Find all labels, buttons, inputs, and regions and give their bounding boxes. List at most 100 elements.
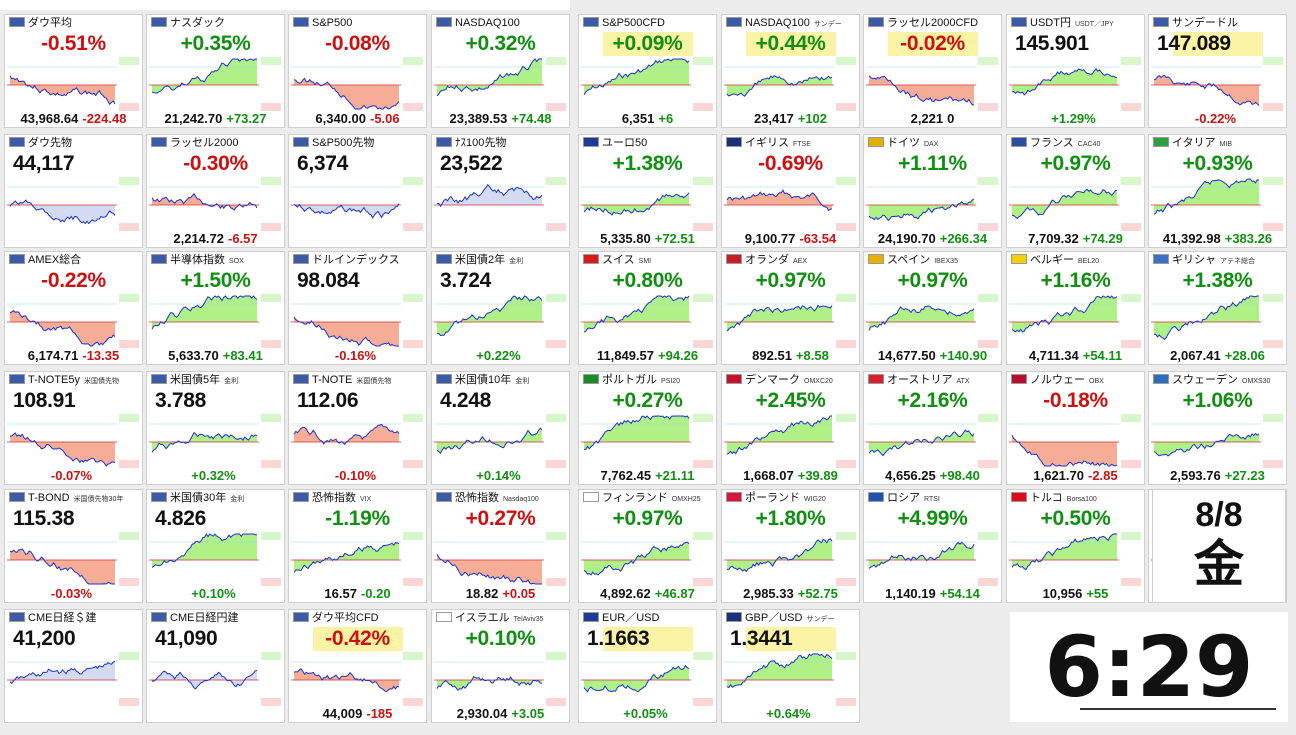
market-tile[interactable]: トルコ Borsa100 +0.50% 10,956 +55 bbox=[1006, 489, 1145, 603]
market-tile[interactable]: ドイツ DAX +1.11% 24,190.70 +266.34 bbox=[863, 134, 1002, 248]
high-marker bbox=[978, 294, 998, 302]
sparkline-line bbox=[726, 74, 833, 97]
market-tile[interactable]: ダウ平均CFD -0.42% 44,009 -185 bbox=[288, 609, 427, 723]
market-tile[interactable]: ﾅｽ100先物 23,522 bbox=[431, 134, 570, 248]
market-tile[interactable]: USDT円 USDT／JPY 145.901 +1.29% bbox=[1006, 14, 1145, 128]
market-tile[interactable]: ナスダック +0.35% 21,242.70 +73.27 bbox=[146, 14, 285, 128]
high-marker bbox=[403, 294, 423, 302]
high-marker bbox=[261, 532, 281, 540]
tile-main-value: 6,374 bbox=[297, 152, 349, 175]
high-marker bbox=[546, 414, 566, 422]
high-marker bbox=[261, 294, 281, 302]
market-tile[interactable]: 恐怖指数 VIX -1.19% 16.57 -0.20 bbox=[288, 489, 427, 603]
tile-change: +383.26 bbox=[1224, 231, 1273, 246]
market-tile[interactable]: 恐怖指数 Nasdaq100 +0.27% 18.82 +0.05 bbox=[431, 489, 570, 603]
high-marker bbox=[1263, 294, 1283, 302]
market-tile[interactable]: ダウ平均 -0.51% 43,968.64 -224.48 bbox=[4, 14, 143, 128]
tile-name: AMEX総合 bbox=[28, 254, 82, 266]
market-tile[interactable]: スイス SMI +0.80% 11,849.57 +94.26 bbox=[578, 251, 717, 365]
tile-change: -5.06 bbox=[369, 111, 400, 126]
market-tile[interactable]: サンデードル 147.089 -0.22% bbox=[1148, 14, 1287, 128]
high-marker bbox=[403, 414, 423, 422]
tile-bottom-line: 14,677.50 +140.90 bbox=[864, 348, 1001, 363]
market-tile[interactable]: オランダ AEX +0.97% 892.51 +8.58 bbox=[721, 251, 860, 365]
sparkline-line bbox=[1011, 295, 1118, 333]
market-tile[interactable]: ノルウェー OBX -0.18% 1,621.70 -2.85 bbox=[1006, 371, 1145, 485]
tile-price: 6,340.00 bbox=[315, 111, 366, 126]
tile-name: 恐怖指数 bbox=[455, 492, 499, 504]
low-marker bbox=[836, 578, 856, 586]
market-tile[interactable]: S&P500CFD +0.09% 6,351 +6 bbox=[578, 14, 717, 128]
market-tile[interactable]: 米国債30年 金利 4.826 +0.10% bbox=[146, 489, 285, 603]
market-tile[interactable]: S&P500 -0.08% 6,340.00 -5.06 bbox=[288, 14, 427, 128]
market-tile[interactable]: T-NOTE5y 米国債先物 108.91 -0.07% bbox=[4, 371, 143, 485]
sparkline-chart bbox=[724, 294, 856, 348]
low-marker bbox=[261, 460, 281, 468]
market-tile[interactable]: フランス CAC40 +0.97% 7,709.32 +74.29 bbox=[1006, 134, 1145, 248]
tile-price: +0.32% bbox=[191, 468, 236, 483]
tile-header: 米国債10年 金利 bbox=[432, 372, 569, 388]
high-marker bbox=[836, 532, 856, 540]
market-tile[interactable]: ギリシャ アテネ総合 +1.38% 2,067.41 +28.06 bbox=[1148, 251, 1287, 365]
tile-subname: TelAviv35 bbox=[513, 616, 544, 623]
sparkline-chart bbox=[7, 177, 139, 231]
market-tile[interactable]: NASDAQ100 サンデー +0.44% 23,417 +102 bbox=[721, 14, 860, 128]
tile-change: -63.54 bbox=[799, 231, 837, 246]
market-tile[interactable]: CME日経＄建 41,200 bbox=[4, 609, 143, 723]
market-tile[interactable]: S&P500先物 6,374 bbox=[288, 134, 427, 248]
market-tile[interactable]: スウェーデン OMXS30 +1.06% 2,593.76 +27.23 bbox=[1148, 371, 1287, 485]
high-marker bbox=[836, 414, 856, 422]
tile-header: イスラエル TelAviv35 bbox=[432, 610, 569, 626]
market-tile[interactable]: ダウ先物 44,117 bbox=[4, 134, 143, 248]
market-tile[interactable]: NASDAQ100 +0.32% 23,389.53 +74.48 bbox=[431, 14, 570, 128]
ru-flag-icon bbox=[868, 492, 884, 502]
sparkline-line bbox=[293, 203, 400, 219]
tile-name: 米国債5年 bbox=[170, 374, 221, 386]
at-flag-icon bbox=[868, 374, 884, 384]
market-tile[interactable]: ポーランド WIG20 +1.80% 2,985.33 +52.75 bbox=[721, 489, 860, 603]
market-tile[interactable]: イギリス FTSE -0.69% 9,100.77 -63.54 bbox=[721, 134, 860, 248]
market-tile[interactable]: ラッセル2000 -0.30% 2,214.72 -6.57 bbox=[146, 134, 285, 248]
market-tile[interactable]: T-NOTE 米国債先物 112.06 -0.10% bbox=[288, 371, 427, 485]
high-marker bbox=[836, 57, 856, 65]
market-tile[interactable]: ロシア RTSI +4.99% 1,140.19 +54.14 bbox=[863, 489, 1002, 603]
us-flag-icon bbox=[151, 254, 167, 264]
market-tile[interactable]: 半導体指数 SOX +1.50% 5,633.70 +83.41 bbox=[146, 251, 285, 365]
market-tile[interactable]: オーストリア ATX +2.16% 4,656.25 +98.40 bbox=[863, 371, 1002, 485]
market-tile[interactable]: AMEX総合 -0.22% 6,174.71 -13.35 bbox=[4, 251, 143, 365]
sparkline-area bbox=[437, 676, 542, 691]
market-tile[interactable]: EUR／USD 1.1663 +0.05% bbox=[578, 609, 717, 723]
market-tile[interactable]: スペイン IBEX35 +0.97% 14,677.50 +140.90 bbox=[863, 251, 1002, 365]
market-tile[interactable]: ユーロ50 +1.38% 5,335.80 +72.51 bbox=[578, 134, 717, 248]
sparkline-line bbox=[726, 415, 832, 455]
high-marker bbox=[403, 532, 423, 540]
market-tile[interactable]: CME日経円建 41,090 bbox=[146, 609, 285, 723]
cfd-highlight bbox=[746, 32, 836, 56]
sparkline-chart bbox=[149, 652, 281, 706]
market-tile[interactable]: ラッセル2000CFD -0.02% 2,221 0 bbox=[863, 14, 1002, 128]
market-tile[interactable]: イスラエル TelAviv35 +0.10% 2,930.04 +3.05 bbox=[431, 609, 570, 723]
market-tile[interactable]: フィンランド OMXH25 +0.97% 4,892.62 +46.87 bbox=[578, 489, 717, 603]
low-marker bbox=[836, 698, 856, 706]
tile-change: 0 bbox=[947, 111, 955, 126]
market-tile[interactable]: デンマーク OMXC20 +2.45% 1,668.07 +39.89 bbox=[721, 371, 860, 485]
tile-name: ダウ平均 bbox=[28, 17, 72, 29]
uk-flag-icon bbox=[726, 137, 742, 147]
market-tile[interactable]: 米国債2年 金利 3.724 +0.22% bbox=[431, 251, 570, 365]
market-tile[interactable]: イタリア MIB +0.93% 41,392.98 +383.26 bbox=[1148, 134, 1287, 248]
tile-name: スペイン bbox=[887, 254, 931, 266]
tile-bottom-line: -0.22% bbox=[1149, 111, 1286, 126]
market-tile[interactable]: ベルギー BEL20 +1.16% 4,711.34 +54.11 bbox=[1006, 251, 1145, 365]
market-tile[interactable]: 米国債5年 金利 3.788 +0.32% bbox=[146, 371, 285, 485]
market-tile[interactable]: ポルトガル PSI20 +0.27% 7,762.45 +21.11 bbox=[578, 371, 717, 485]
market-tile[interactable]: ドルインデックス 98.084 -0.16% bbox=[288, 251, 427, 365]
market-tile[interactable]: T-BOND 米国債先物30年 115.38 -0.03% bbox=[4, 489, 143, 603]
tile-bottom-line: +1.29% bbox=[1007, 111, 1144, 126]
tile-subname: SOX bbox=[229, 258, 244, 265]
tile-price: 2,593.76 bbox=[1170, 468, 1221, 483]
market-tile[interactable]: GBP／USD サンデー 1.3441 +0.64% bbox=[721, 609, 860, 723]
tile-main-value: 1.1663 bbox=[587, 627, 650, 650]
tile-main-value: +0.44% bbox=[755, 32, 826, 55]
tile-header: 半導体指数 SOX bbox=[147, 252, 284, 268]
market-tile[interactable]: 米国債10年 金利 4.248 +0.14% bbox=[431, 371, 570, 485]
